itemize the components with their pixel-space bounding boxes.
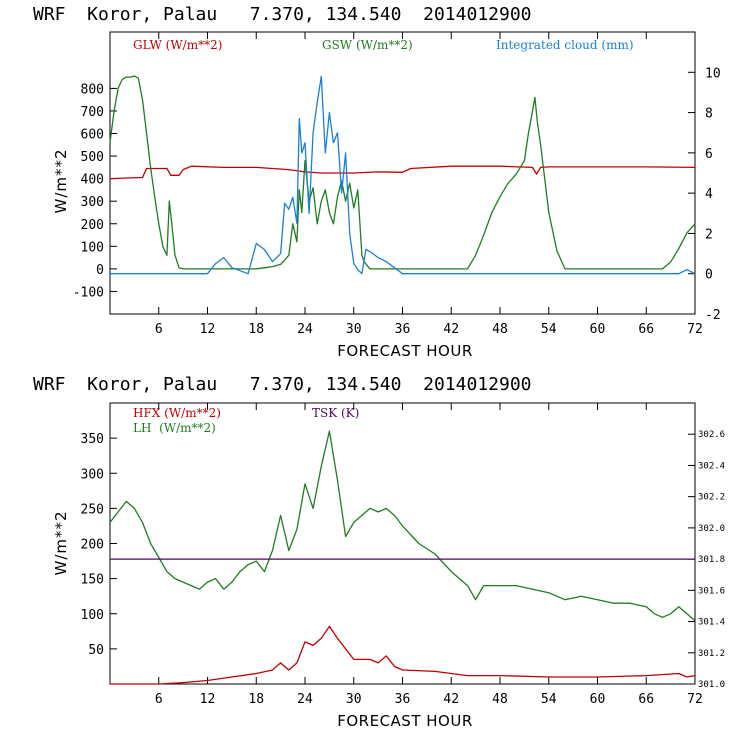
- series-line-integrated: [110, 75, 696, 275]
- x-tick-label: 24: [297, 322, 313, 337]
- y-tick-label: 0: [96, 263, 104, 278]
- y-tick-label: 50: [88, 643, 104, 658]
- y-tick-label: 100: [81, 608, 104, 623]
- y-tick-label: 200: [81, 538, 104, 553]
- x-tick-label: 60: [590, 322, 606, 337]
- y2-tick-label: 4: [705, 187, 713, 202]
- series-line-lh: [109, 430, 696, 622]
- series-group-top: [109, 75, 696, 275]
- y2-tick-label: 301.6: [698, 586, 725, 596]
- chart-title-top: WRF Koror, Palau 7.370, 134.540 20140129…: [33, 4, 532, 25]
- y-tick-label: 800: [81, 82, 104, 97]
- legend-tsk: TSK (K): [312, 406, 359, 420]
- x-tick-label: 30: [346, 322, 362, 337]
- y2-tick-label: 301.2: [698, 649, 725, 659]
- y2-tick-label: 301.0: [698, 680, 725, 690]
- y2-axis-ticks-top: -2 0 2 4 6 8 10: [688, 66, 721, 323]
- x-tick-label: 72: [687, 322, 703, 337]
- x-tick-label: 12: [200, 322, 216, 337]
- x-tick-label: 6: [155, 322, 163, 337]
- y-axis-label-bottom: W/m**2: [52, 510, 70, 575]
- x-tick-label: 54: [541, 692, 557, 707]
- y-tick-label: 100: [81, 240, 104, 255]
- y-tick-label: 200: [81, 218, 104, 233]
- series-group-bottom: [109, 430, 696, 685]
- x-tick-label: 36: [395, 322, 411, 337]
- y2-tick-label: 0: [705, 268, 713, 283]
- y-tick-label: 400: [81, 173, 104, 188]
- y-tick-label: 300: [81, 467, 104, 482]
- legend-gsw: GSW (W/m**2): [322, 38, 413, 52]
- y2-tick-label: 301.4: [698, 618, 725, 628]
- chart-title-bottom: WRF Koror, Palau 7.370, 134.540 20140129…: [33, 374, 532, 395]
- y2-tick-label: 6: [705, 147, 713, 162]
- x-tick-label: 36: [395, 692, 411, 707]
- y-tick-label: -100: [73, 285, 104, 300]
- x-axis-label-top: FORECAST HOUR: [337, 342, 473, 360]
- x-tick-label: 66: [638, 322, 654, 337]
- series-line-gsw: [109, 75, 696, 270]
- chart-top: WRF Koror, Palau 7.370, 134.540 20140129…: [33, 4, 721, 360]
- y-axis-ticks-bottom: 50 100 150 200 250 300 350: [81, 432, 117, 658]
- y-tick-label: 250: [81, 502, 104, 517]
- y2-tick-label: 2: [705, 227, 713, 242]
- y2-tick-label: 302.0: [698, 524, 725, 534]
- plot-frame-top: [109, 31, 696, 315]
- legend-hfx: HFX (W/m**2): [133, 406, 221, 420]
- x-tick-label: 42: [443, 322, 459, 337]
- x-tick-label: 48: [492, 692, 508, 707]
- x-axis-label-bottom: FORECAST HOUR: [337, 712, 473, 730]
- x-tick-label: 18: [248, 692, 264, 707]
- legend-cloud: Integrated cloud (mm): [496, 38, 634, 52]
- plot-frame-bottom: [109, 402, 696, 685]
- legend-lh: LH (W/m**2): [133, 421, 216, 435]
- y2-tick-label: -2: [705, 308, 721, 323]
- y-tick-label: 150: [81, 573, 104, 588]
- chart-bottom: WRF Koror, Palau 7.370, 134.540 20140129…: [33, 374, 725, 730]
- y-tick-label: 700: [81, 105, 104, 120]
- y-tick-label: 300: [81, 195, 104, 210]
- x-tick-label: 60: [590, 692, 606, 707]
- y-axis-label-top: W/m**2: [52, 148, 70, 213]
- y2-tick-label: 301.8: [698, 555, 725, 565]
- y-axis-ticks-top: -100 0 100 200 300 400 500 600 700 800: [73, 82, 117, 300]
- x-tick-label: 18: [248, 322, 264, 337]
- x-tick-label: 30: [346, 692, 362, 707]
- y2-tick-label: 302.2: [698, 493, 725, 503]
- x-tick-label: 24: [297, 692, 313, 707]
- y2-tick-label: 8: [705, 107, 713, 122]
- x-tick-label: 48: [492, 322, 508, 337]
- series-line-hfx: [110, 625, 696, 685]
- x-axis-ticks-top: 6 12 18 24 30 36 42 48 54 60 66 72: [155, 32, 703, 337]
- x-tick-label: 54: [541, 322, 557, 337]
- x-tick-label: 42: [443, 692, 459, 707]
- legend-glw: GLW (W/m**2): [133, 38, 222, 52]
- y-tick-label: 350: [81, 432, 104, 447]
- y2-tick-label: 10: [705, 66, 721, 81]
- x-tick-label: 66: [638, 692, 654, 707]
- x-tick-label: 12: [200, 692, 216, 707]
- y2-tick-label: 302.4: [698, 461, 725, 471]
- y2-axis-ticks-bottom: 301.0 301.2 301.4 301.6 301.8 302.0 302.2 302.4…: [688, 430, 725, 690]
- x-axis-ticks-bottom: 6 12 18 24 30 36 42 48 54 60 66 72: [155, 403, 703, 707]
- y-tick-label: 500: [81, 150, 104, 165]
- x-tick-label: 6: [155, 692, 163, 707]
- series-line-glw: [109, 165, 696, 180]
- y2-tick-label: 302.6: [698, 430, 725, 440]
- y-tick-label: 600: [81, 128, 104, 143]
- x-tick-label: 72: [687, 692, 703, 707]
